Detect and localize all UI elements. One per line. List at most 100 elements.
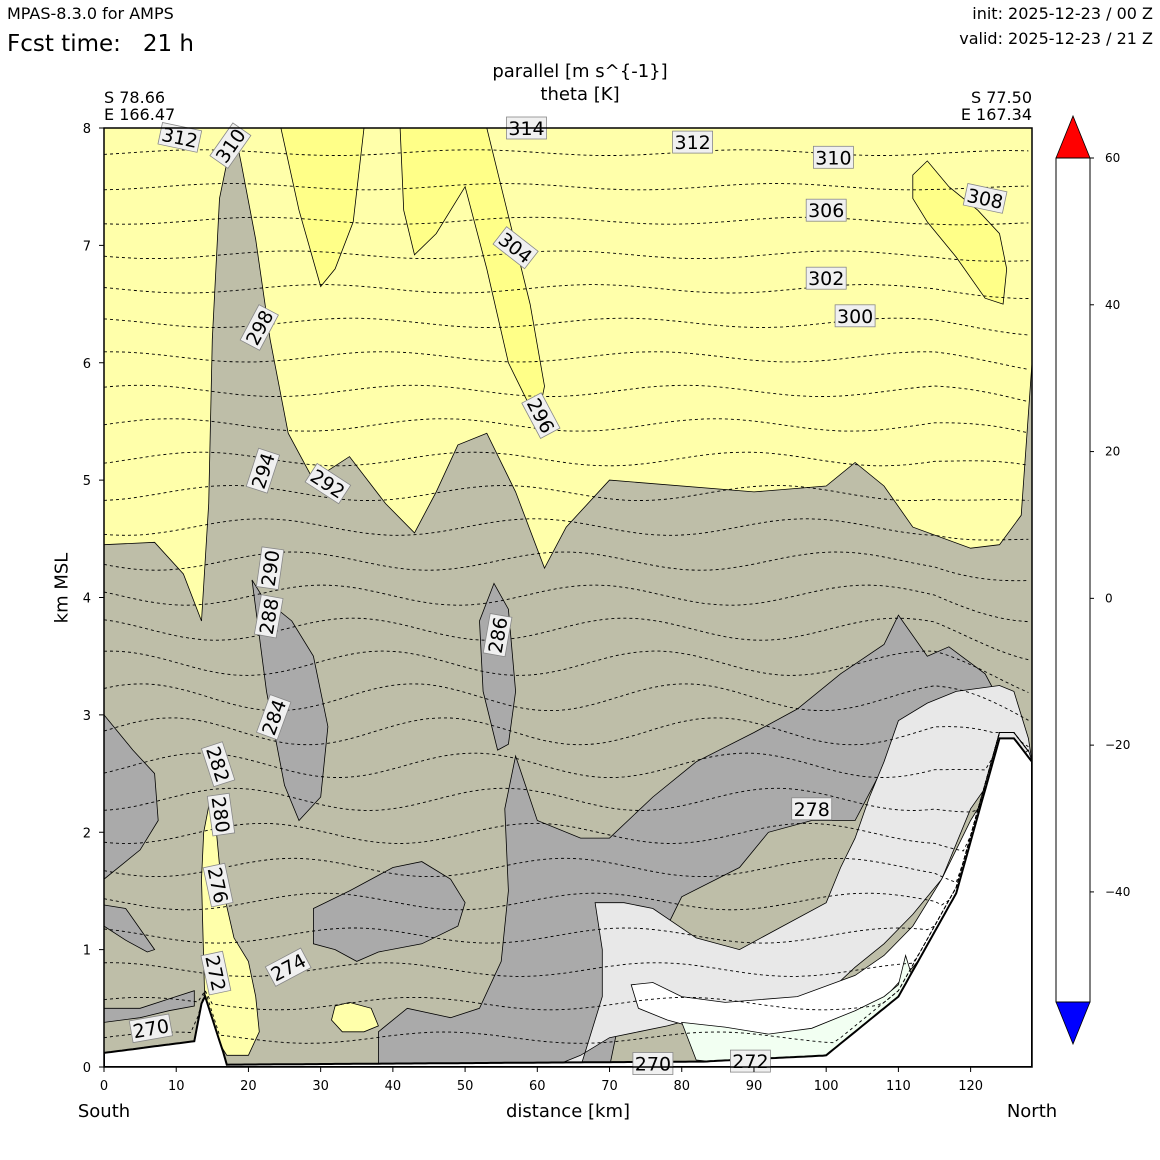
y-tick-label: 6	[83, 357, 91, 372]
theta-label-group: 286	[482, 613, 513, 658]
theta-label-group: 272	[730, 1049, 771, 1073]
shaded-region-0	[104, 128, 1032, 622]
theta-label-box	[209, 122, 252, 169]
theta-label-box	[672, 130, 713, 154]
theta-isentrope	[104, 617, 1029, 661]
theta-label-group: 312	[157, 122, 203, 153]
theta-label: 300	[837, 306, 873, 328]
direction-south: South	[77, 1101, 131, 1122]
colorbar-tick-label: 40	[1105, 298, 1120, 312]
theta-label: 292	[306, 465, 348, 503]
theta-isentrope	[104, 351, 1029, 370]
y-tick-label: 8	[83, 122, 91, 137]
theta-isentrope	[104, 732, 1029, 911]
y-tick-label: 1	[83, 944, 91, 959]
theta-label-box	[206, 792, 236, 837]
theta-label-box	[482, 613, 513, 658]
colorbar-tick-label: 0	[1105, 591, 1113, 605]
fcst-label: Fcst time:	[7, 31, 121, 57]
theta-label-group: 280	[206, 792, 236, 837]
theta-isentrope	[104, 216, 1029, 226]
x-tick-label: 70	[601, 1079, 618, 1094]
shaded-region-9	[312, 861, 466, 962]
fcst-value: 21 h	[142, 31, 194, 57]
theta-label: 294	[248, 450, 280, 491]
shaded-region-12	[630, 749, 1032, 1039]
theta-label-group: 272	[200, 950, 232, 996]
y-tick-label: 2	[83, 826, 91, 841]
left-end-lon: E 166.47	[104, 105, 176, 124]
theta-isentrope	[104, 717, 1029, 748]
x-tick-label: 110	[886, 1079, 911, 1094]
theta-label: 284	[258, 697, 291, 739]
y-tick-label: 5	[83, 474, 91, 489]
theta-label-box	[200, 741, 236, 788]
shaded-region-7	[251, 579, 329, 822]
init-time: init: 2025-12-23 / 00 Z	[972, 4, 1153, 23]
theta-isentrope	[104, 551, 1029, 582]
shaded-region-1	[280, 128, 365, 288]
theta-isentrope	[104, 149, 1029, 156]
chart-subtitle: theta [K]	[540, 84, 620, 105]
theta-label-group: 294	[245, 447, 281, 494]
x-tick-label: 80	[673, 1079, 690, 1094]
theta-isentrope	[104, 732, 1029, 977]
theta-label: 270	[131, 1015, 171, 1043]
shaded-region-10	[377, 614, 1032, 1067]
theta-label-group: 306	[805, 198, 847, 222]
theta-label-group: 300	[834, 304, 876, 328]
theta-isentrope	[104, 732, 1029, 1044]
theta-isentrope	[104, 732, 1029, 884]
theta-label-group: 292	[304, 462, 352, 505]
theta-label: 282	[201, 744, 233, 785]
shaded-region-14	[201, 804, 260, 1056]
x-tick-label: 10	[168, 1079, 185, 1094]
theta-label-group: 312	[672, 130, 713, 154]
theta-label: 280	[207, 795, 234, 834]
x-tick-label: 0	[100, 1079, 108, 1094]
theta-label-group: 270	[128, 1013, 173, 1044]
theta-label-group: 288	[253, 594, 284, 639]
right-end-lon: E 167.34	[960, 105, 1032, 124]
theta-label-box	[128, 1013, 173, 1044]
theta-label: 278	[794, 799, 830, 821]
theta-label: 308	[965, 185, 1005, 214]
theta-label: 310	[212, 125, 251, 167]
theta-label-box	[805, 266, 847, 290]
x-axis-label: distance [km]	[506, 1101, 630, 1122]
theta-label-box	[632, 1052, 674, 1075]
theta-label: 272	[200, 953, 229, 993]
theta-isentrope	[104, 183, 1029, 191]
y-tick-label: 4	[83, 592, 91, 607]
x-tick-label: 40	[385, 1079, 402, 1094]
theta-isentrope	[104, 485, 1029, 501]
shaded-region-15	[331, 1001, 379, 1033]
theta-isentrope	[104, 451, 1029, 467]
theta-label-box	[264, 947, 312, 987]
theta-label-box	[791, 797, 833, 821]
theta-isentrope	[104, 418, 1029, 434]
theta-label-group: 310	[813, 145, 854, 169]
theta-label: 312	[674, 132, 710, 154]
theta-label-group: 284	[256, 694, 292, 741]
theta-label-group: 308	[962, 183, 1008, 214]
theta-label-box	[730, 1049, 771, 1073]
theta-label: 288	[256, 597, 284, 637]
theta-label-box	[255, 546, 285, 590]
theta-label: 314	[508, 118, 544, 140]
theta-isentrope	[104, 732, 1029, 944]
shaded-region-3	[912, 160, 1008, 305]
theta-label-group: 278	[791, 797, 833, 821]
theta-label-box	[492, 226, 539, 270]
shaded-region-6	[104, 990, 195, 1023]
theta-isentrope	[104, 384, 1029, 403]
theta-label-box	[200, 950, 232, 996]
theta-label: 290	[258, 549, 285, 588]
direction-north: North	[1006, 1101, 1058, 1122]
theta-label: 302	[808, 268, 844, 290]
theta-isentrope	[104, 284, 1029, 299]
theta-label-box	[805, 198, 847, 222]
theta-label-group: 296	[521, 392, 561, 439]
theta-isentrope	[104, 683, 1029, 721]
